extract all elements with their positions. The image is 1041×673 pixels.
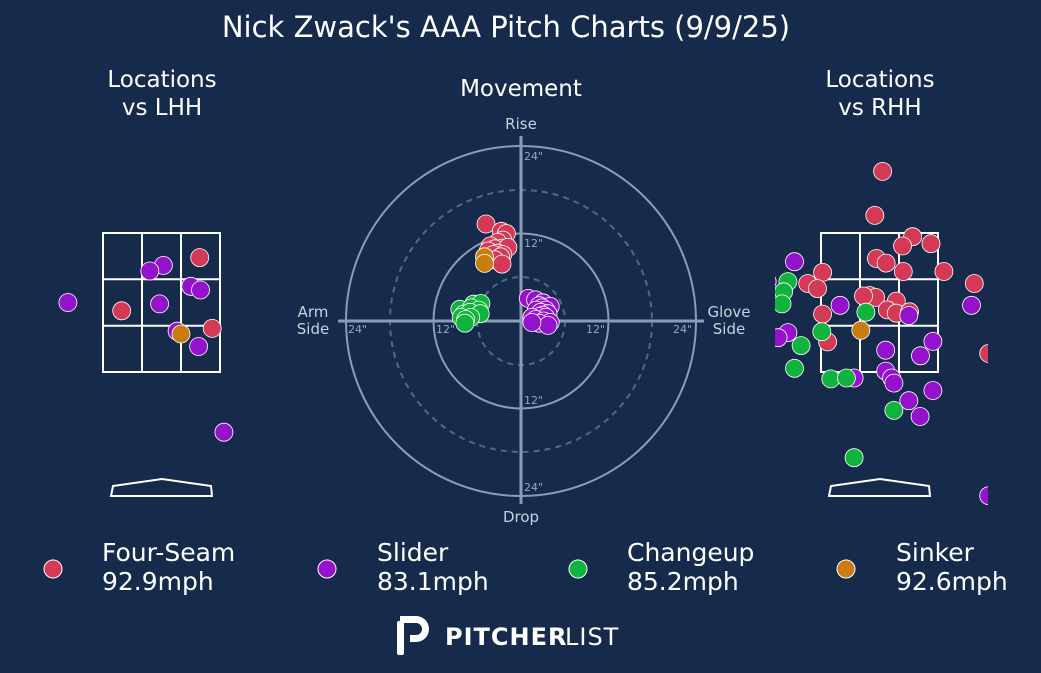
rhh-point-four-seam-6 <box>876 253 896 273</box>
rhh-title-line-2: vs RHH <box>838 95 921 121</box>
pitcherlist-logo-mark <box>397 616 429 655</box>
movement-point-slider-18 <box>538 315 558 335</box>
rhh-point-four-seam-0 <box>873 161 892 181</box>
movement-title: Movement <box>460 76 582 102</box>
rhh-point-slider-14 <box>923 381 943 400</box>
arm-side-label-2: Side <box>297 320 329 338</box>
lhh-point-four-seam-2 <box>112 301 132 321</box>
lhh-point-slider-8 <box>214 422 234 442</box>
rhh-point-slider-3 <box>962 295 981 315</box>
brand-text-light: LIST <box>565 623 619 651</box>
legend-marker-slider <box>317 559 337 579</box>
tick-label-arm-24: 24" <box>348 323 367 336</box>
legend-speed-sinker: 92.6mph <box>896 567 1008 596</box>
tick-label-glove-24: 24" <box>673 323 692 336</box>
legend-marker-changeup <box>568 559 588 579</box>
pitcherlist-logo: PITCHER LIST <box>397 616 619 655</box>
rhh-point-four-seam-22 <box>979 344 988 363</box>
tick-label-rise-24: 24" <box>524 150 543 163</box>
rhh-point-changeup-9 <box>884 400 904 420</box>
glove-side-label-1: Glove <box>707 303 750 321</box>
legend-speed-slider: 83.1mph <box>377 567 489 596</box>
tick-label-rise-12: 12" <box>524 237 543 250</box>
lhh-point-sinker-0 <box>171 324 191 344</box>
tick-label-glove-12: 12" <box>586 323 605 336</box>
rhh-point-four-seam-8 <box>934 262 954 281</box>
rhh-title-line-1: Locations <box>825 67 934 93</box>
rhh-point-four-seam-11 <box>808 279 827 299</box>
tick-label-drop-12: 12" <box>524 394 543 407</box>
lhh-zone-border <box>102 232 221 373</box>
rhh-pitch-points <box>775 161 988 506</box>
legend-speed-four-seam: 92.9mph <box>102 567 214 596</box>
rhh-point-slider-6 <box>775 328 788 348</box>
rhh-home-plate <box>827 477 932 497</box>
rhh-point-slider-16 <box>910 407 930 426</box>
legend-label-slider: Slider <box>377 538 449 567</box>
lhh-home-plate <box>109 477 214 497</box>
rhh-point-changeup-8 <box>837 368 856 388</box>
movement-axes <box>338 136 704 504</box>
legend-marker-four-seam <box>43 559 63 579</box>
movement-point-sinker-1 <box>475 253 494 273</box>
rhh-point-four-seam-15 <box>854 286 873 306</box>
glove-side-label-2: Side <box>713 320 745 338</box>
movement-point-four-seam-15 <box>492 254 512 274</box>
arm-side-label-1: Arm <box>298 303 329 321</box>
lhh-point-slider-4 <box>150 294 170 314</box>
rhh-point-four-seam-9 <box>813 262 832 282</box>
rhh-point-four-seam-20 <box>813 304 832 324</box>
lhh-point-four-seam-1 <box>190 248 210 268</box>
rhh-point-slider-15 <box>899 391 919 411</box>
legend-label-changeup: Changeup <box>627 538 754 567</box>
rhh-point-changeup-3 <box>856 302 876 322</box>
tick-label-arm-12: 12" <box>436 323 455 336</box>
rhh-point-slider-17 <box>979 486 988 506</box>
lhh-point-slider-1 <box>140 261 160 281</box>
tick-label-drop-24: 24" <box>524 481 543 494</box>
rhh-point-four-seam-4 <box>893 236 912 256</box>
lhh-pitch-points <box>58 248 234 442</box>
rhh-point-slider-2 <box>830 295 850 315</box>
lhh-point-four-seam-3 <box>202 318 222 338</box>
legend-speed-changeup: 85.2mph <box>627 567 739 596</box>
movement-point-four-seam-0 <box>476 214 496 234</box>
movement-point-changeup-11 <box>455 313 475 333</box>
legend-label-sinker: Sinker <box>896 538 975 567</box>
lhh-point-slider-5 <box>58 293 78 312</box>
rhh-point-changeup-4 <box>812 322 832 342</box>
movement-point-slider-19 <box>522 313 542 332</box>
rhh-point-slider-7 <box>923 331 943 351</box>
rhh-point-changeup-2 <box>775 294 792 314</box>
rhh-point-four-seam-1 <box>865 205 885 225</box>
rhh-point-slider-9 <box>911 346 930 366</box>
legend-marker-sinker <box>836 559 856 579</box>
rhh-point-four-seam-3 <box>921 234 941 254</box>
brand-text-bold: PITCHER <box>445 623 567 651</box>
rhh-point-four-seam-12 <box>964 274 984 293</box>
movement-pitch-points <box>450 214 560 335</box>
rhh-point-slider-4 <box>899 306 919 325</box>
lhh-title-line-1: Locations <box>107 67 216 93</box>
rise-label: Rise <box>505 115 537 133</box>
drop-label: Drop <box>503 508 539 526</box>
rhh-point-slider-0 <box>785 252 804 272</box>
rhh-point-slider-1 <box>775 276 777 287</box>
rhh-point-changeup-10 <box>844 448 864 468</box>
rhh-point-sinker-0 <box>851 320 871 340</box>
legend: Four-Seam 92.9mph Slider 83.1mph Changeu… <box>43 538 1008 596</box>
lhh-strike-zone <box>102 232 221 373</box>
lhh-point-slider-7 <box>189 337 209 356</box>
lhh-title-line-2: vs LHH <box>122 95 202 121</box>
lhh-point-slider-3 <box>191 280 210 300</box>
figure-title: Nick Zwack's AAA Pitch Charts (9/9/25) <box>222 10 790 44</box>
rhh-point-slider-13 <box>884 373 904 393</box>
rhh-point-changeup-6 <box>785 358 804 378</box>
rhh-point-four-seam-7 <box>893 262 913 281</box>
rhh-point-changeup-5 <box>791 336 811 356</box>
rhh-point-slider-8 <box>876 340 896 360</box>
legend-label-four-seam: Four-Seam <box>102 538 235 567</box>
